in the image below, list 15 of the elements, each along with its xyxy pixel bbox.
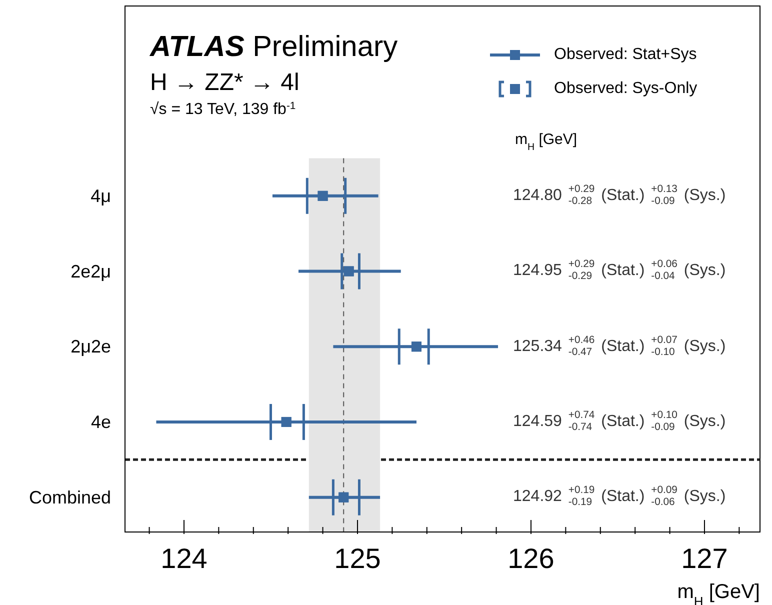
y-tick-label: Combined — [28, 487, 111, 508]
x-tick-label: 127 — [681, 543, 728, 574]
x-tick-label: 125 — [334, 543, 381, 574]
y-tick-label: 4μ — [90, 186, 111, 206]
legend-label: Observed: Stat+Sys — [554, 46, 697, 64]
x-tick-label: 126 — [508, 543, 554, 574]
chart-title: ATLAS Preliminary — [149, 31, 398, 63]
y-tick-label: 2e2μ — [70, 261, 111, 282]
text: √s = 13 TeV, 139 fb$^{-1}$ — [150, 100, 296, 118]
x-tick-label: 124 — [160, 543, 208, 574]
legend-label: Observed: Sys-Only — [554, 80, 698, 98]
y-tick-label: 4e — [90, 412, 111, 432]
chart-subtitle: H → ZZ* → 4l — [150, 69, 300, 96]
y-tick-label: 2μ2e — [70, 336, 111, 357]
text: m$_{H}$ [GeV] — [515, 131, 578, 152]
